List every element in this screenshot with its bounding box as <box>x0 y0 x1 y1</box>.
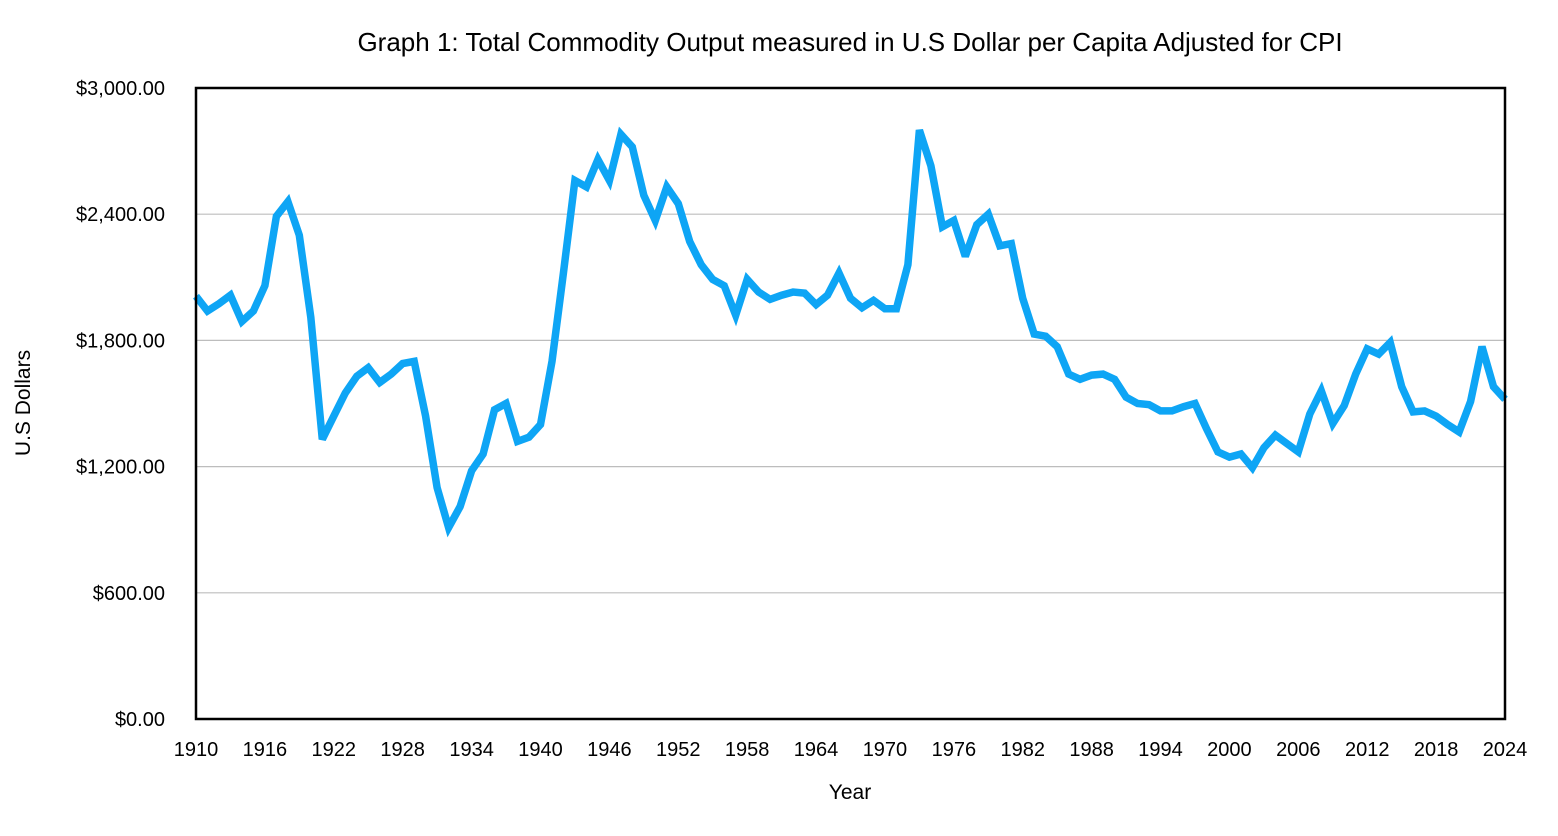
gridlines <box>196 213 1505 594</box>
series-line <box>193 126 1508 538</box>
y-tick-label: $1,800.00 <box>76 330 165 352</box>
x-tick-label: 1994 <box>1138 739 1183 761</box>
x-tick-label: 1952 <box>656 739 701 761</box>
x-tick-label: 1982 <box>1000 739 1045 761</box>
y-axis-ticks: $0.00 $600.00 $1,200.00 $1,800.00 $2,400.00 $… <box>76 78 165 731</box>
x-tick-label: 2024 <box>1483 739 1528 761</box>
y-tick-label: $0.00 <box>115 709 165 731</box>
chart-title: Graph 1: Total Commodity Output measured… <box>357 27 1343 57</box>
y-tick-label: $3,000.00 <box>76 78 165 100</box>
y-tick-label: $1,200.00 <box>76 457 165 479</box>
x-tick-label: 2018 <box>1414 739 1459 761</box>
y-tick-label: $600.00 <box>93 583 165 605</box>
x-tick-label: 1940 <box>518 739 563 761</box>
x-tick-label: 2012 <box>1345 739 1390 761</box>
x-tick-label: 2006 <box>1276 739 1321 761</box>
series-layer <box>193 126 1508 538</box>
x-axis-title: Year <box>829 781 871 804</box>
plot-frame <box>194 86 1507 721</box>
x-tick-label: 1916 <box>243 739 288 761</box>
y-tick-label: $2,400.00 <box>76 204 165 226</box>
x-axis-ticks: 1910 1916 1922 1928 1934 1940 1946 1952 1958 1964… <box>174 739 1528 761</box>
x-tick-label: 1946 <box>587 739 632 761</box>
x-tick-label: 1976 <box>932 739 977 761</box>
x-tick-label: 1922 <box>312 739 357 761</box>
x-tick-label: 1910 <box>174 739 219 761</box>
x-tick-label: 1988 <box>1069 739 1114 761</box>
x-tick-label: 1964 <box>794 739 839 761</box>
y-axis-title: U.S Dollars <box>12 350 35 456</box>
x-tick-label: 1934 <box>449 739 494 761</box>
x-tick-label: 1958 <box>725 739 770 761</box>
x-tick-label: 1970 <box>863 739 908 761</box>
x-tick-label: 2000 <box>1207 739 1252 761</box>
x-tick-label: 1928 <box>380 739 425 761</box>
